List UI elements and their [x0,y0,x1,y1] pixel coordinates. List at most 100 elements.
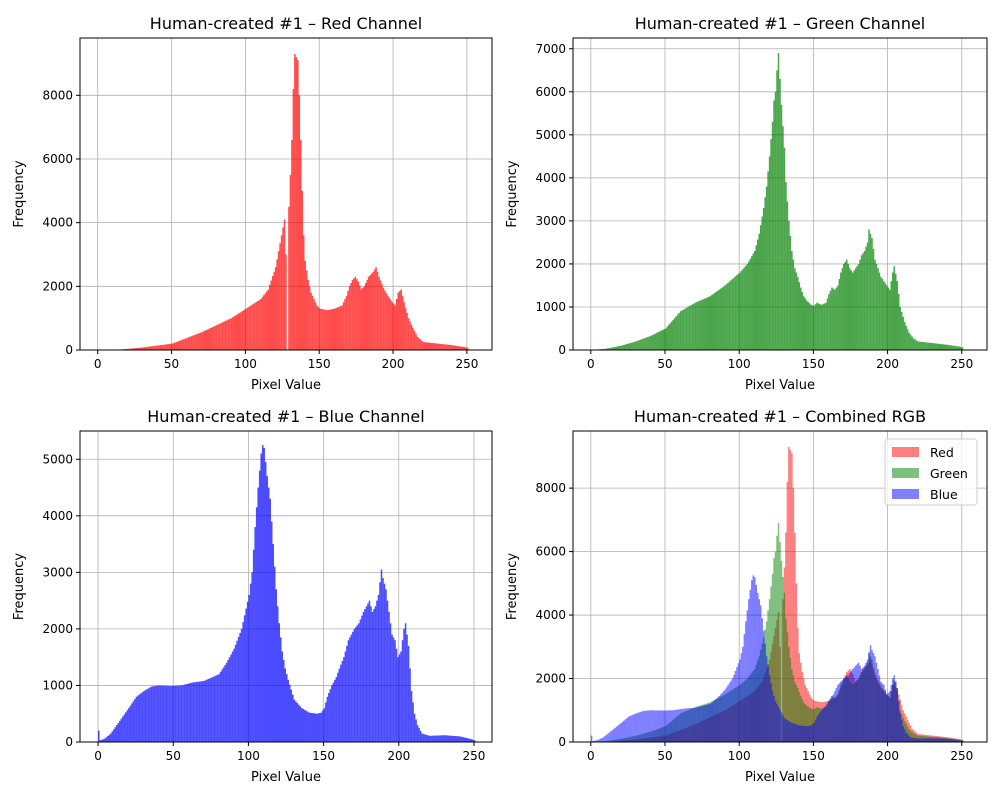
histogram-bar [188,683,190,742]
histogram-bar [798,282,801,350]
x-tick-label: 50 [166,749,181,763]
histogram-bar [195,334,197,350]
histogram-bar [254,302,256,350]
histogram-bar [742,646,744,742]
histogram-bar [236,314,239,350]
histogram-bar [173,685,175,742]
histogram-bar [826,298,829,350]
histogram-bar [308,712,311,742]
histogram-bar [877,669,879,742]
histogram-bar [811,305,814,350]
histogram-bar [915,738,918,742]
histogram-bar [667,325,670,350]
histogram-bar [893,675,896,742]
histogram-bar [329,309,332,350]
histogram-bar [868,229,870,350]
histogram-bar [946,344,949,350]
histogram-bar [320,308,323,350]
histogram-bar [884,689,887,742]
histogram-bar [407,318,410,350]
histogram-bar [440,343,442,350]
histogram-bar [926,342,928,350]
histogram-bar [122,716,124,742]
histogram-bar [370,273,373,350]
histogram-bar [847,675,850,742]
histogram-bar [254,527,256,742]
histogram-bar [819,712,821,742]
histogram-bar [942,344,944,350]
histogram-bar [224,320,227,350]
histogram-bar [604,736,606,742]
histogram-bar [287,679,290,742]
y-tick-label: 8000 [42,88,73,102]
histogram-bar [679,311,682,350]
histogram-bar [403,302,405,350]
histogram-bar [669,323,671,350]
histogram-bar [848,673,851,742]
histogram-bar [369,275,371,350]
histogram-bar [397,292,399,350]
histogram-bar [386,600,389,742]
histogram-bar [137,695,139,742]
histogram-bar [657,332,660,350]
histogram-bar [887,692,890,742]
histogram-bar [99,740,102,742]
histogram-bar [650,335,652,350]
histogram-bar [635,341,637,350]
histogram-bar [140,347,143,350]
legend: Red Green Blue [884,438,978,506]
histogram-bar [182,685,184,742]
histogram-bar [945,344,947,350]
histogram-bar [623,344,625,350]
histogram-bar [98,730,100,742]
histogram-bar [108,734,111,742]
histogram-bar [636,340,639,350]
histogram-bar [859,665,861,742]
histogram-bar [715,291,717,350]
histogram-bar [896,281,898,350]
histogram-bar [762,207,765,350]
histogram-bar [702,705,704,742]
histogram-bar [428,342,430,350]
histogram-bar [899,306,901,350]
histogram-bar [620,722,622,742]
histogram-bar [604,348,606,350]
histogram-bar [245,308,247,350]
histogram-bar [203,680,205,742]
histogram-bar [425,734,428,742]
histogram-bar [626,343,628,350]
histogram-bar [710,295,713,350]
histogram-bar [367,276,370,350]
histogram-bar [184,338,187,350]
histogram-bar [670,710,673,742]
histogram-bar [274,267,277,350]
histogram-bar [129,705,132,742]
histogram-bar [764,643,766,742]
histogram-bar [810,725,812,742]
histogram-bar [897,294,900,350]
histogram-bar [379,582,381,742]
histogram-bar [681,310,683,350]
histogram-bar [788,646,790,742]
histogram-bar [829,698,832,742]
histogram-bar [719,694,722,742]
histogram-bar [341,305,343,350]
histogram-bar [897,700,900,742]
histogram-bar [777,53,780,350]
histogram-bar [808,303,811,350]
histogram-bar [672,710,674,742]
histogram-bar [872,653,875,742]
histogram-bar [703,298,706,350]
histogram-bar [659,331,661,350]
histogram-bar [616,726,618,742]
histogram-bar [802,725,805,742]
histogram-bar [709,296,712,350]
histogram-bar [621,345,624,350]
histogram-bar [233,648,235,742]
histogram-bar [678,709,680,742]
x-tick-label: 50 [657,749,672,763]
histogram-bar [642,338,645,350]
histogram-bar [866,659,869,742]
histogram-bar [951,345,953,350]
